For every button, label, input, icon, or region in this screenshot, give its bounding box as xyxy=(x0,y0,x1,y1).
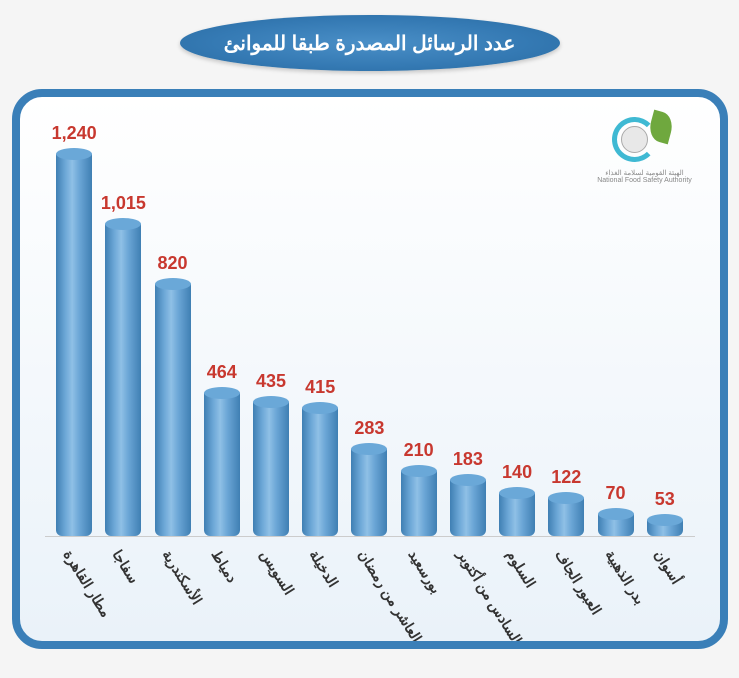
x-axis-label: السويس xyxy=(253,542,289,649)
bar: 820 xyxy=(155,137,191,536)
bar: 464 xyxy=(204,137,240,536)
bar-value-label: 183 xyxy=(453,449,483,470)
bar-value-label: 283 xyxy=(354,418,384,439)
x-axis-label: السلوم xyxy=(499,542,535,649)
bar: 140 xyxy=(499,137,535,536)
x-axis-label: مطار القاهرة xyxy=(56,542,92,649)
x-axis-label: الأسكندرية xyxy=(155,542,191,649)
bar-value-label: 122 xyxy=(551,467,581,488)
bar: 435 xyxy=(253,137,289,536)
bar-value-label: 435 xyxy=(256,371,286,392)
bar: 1,015 xyxy=(105,137,141,536)
bar-value-label: 464 xyxy=(207,362,237,383)
chart-title: عدد الرسائل المصدرة طبقا للموانئ xyxy=(224,31,516,56)
plot-region: 1,240 1,015 820 464 435 415 283 210 183 140 122 70 5… xyxy=(45,137,695,537)
bar: 1,240 xyxy=(56,137,92,536)
bar: 70 xyxy=(598,137,634,536)
bar: 415 xyxy=(302,137,338,536)
x-axis-label: السادس من أكتوبر xyxy=(450,542,486,649)
bar: 183 xyxy=(450,137,486,536)
bar-value-label: 1,240 xyxy=(52,123,97,144)
bar-value-label: 70 xyxy=(606,483,626,504)
bar: 283 xyxy=(351,137,387,536)
bar-value-label: 210 xyxy=(404,440,434,461)
bar-value-label: 140 xyxy=(502,462,532,483)
chart-area: 1,240 1,015 820 464 435 415 283 210 183 140 122 70 5… xyxy=(45,137,695,621)
bar: 122 xyxy=(548,137,584,536)
x-axis-label: أسوان xyxy=(647,542,683,649)
x-axis-label: دمياط xyxy=(204,542,240,649)
chart-frame: الهيئة القومية لسلامة الغذاء National Fo… xyxy=(12,89,728,649)
title-badge: عدد الرسائل المصدرة طبقا للموانئ xyxy=(180,15,560,71)
bar-value-label: 53 xyxy=(655,489,675,510)
bar: 53 xyxy=(647,137,683,536)
x-axis-labels: مطار القاهرة سفاجا الأسكندرية دمياط السويس ال… xyxy=(45,542,695,649)
x-axis-label: الدخيلة xyxy=(302,542,338,649)
bar-value-label: 820 xyxy=(158,253,188,274)
bar: 210 xyxy=(401,137,437,536)
x-axis-label: العبور الجاف xyxy=(548,542,584,649)
bar-value-label: 415 xyxy=(305,377,335,398)
x-axis-label: بدر الذهبية xyxy=(598,542,634,649)
x-axis-label: العاشر من رمضان xyxy=(351,542,387,649)
x-axis-label: سفاجا xyxy=(105,542,141,649)
bar-value-label: 1,015 xyxy=(101,193,146,214)
x-axis-label: بورسعيد xyxy=(401,542,437,649)
